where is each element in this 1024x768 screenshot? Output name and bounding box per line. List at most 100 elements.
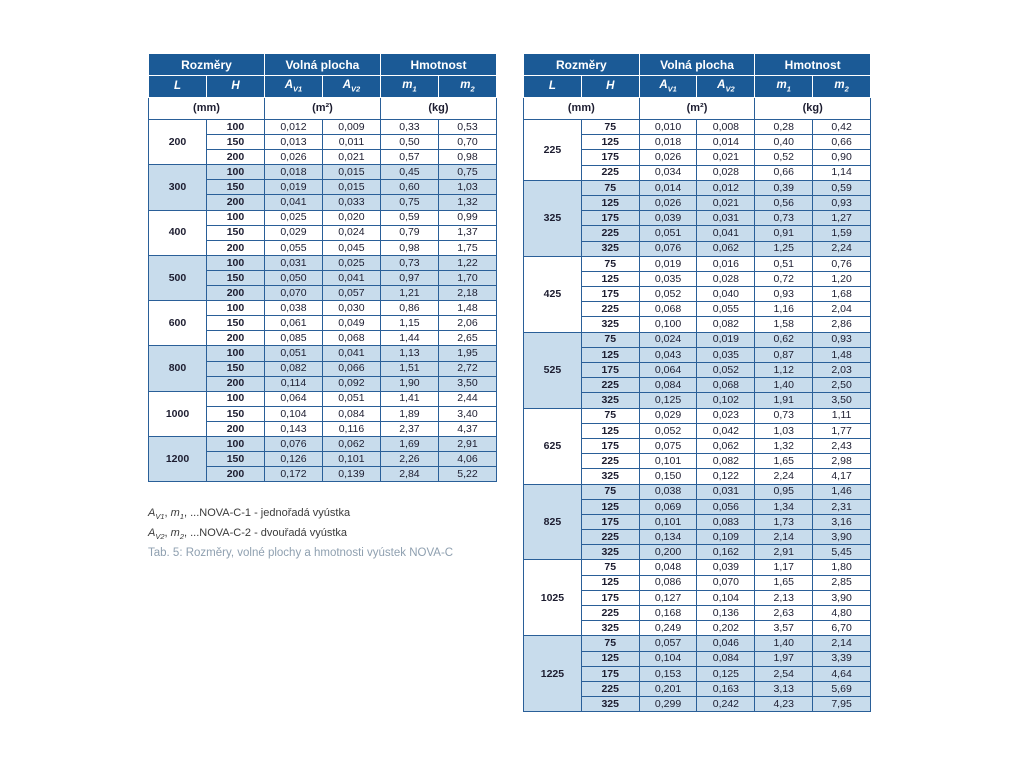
data-value: 0,020 [321, 209, 381, 226]
dimension-h-value: 225 [580, 164, 640, 181]
data-value: 0,051 [263, 345, 323, 362]
data-value: 1,51 [379, 360, 439, 377]
symbol-m2: m [834, 79, 845, 92]
table-row: 125 0,104 0,084 1,97 3,39 [524, 650, 871, 667]
data-value: 2,24 [812, 240, 871, 257]
data-value: 1,97 [754, 650, 814, 667]
symbol-m1: m [402, 79, 413, 92]
table-row: 525 75 0,024 0,019 0,62 0,93 [523, 331, 871, 409]
unit-mm: (mm) [148, 97, 265, 120]
data-value: 0,40 [754, 134, 814, 151]
data-value: 0,029 [638, 407, 698, 424]
data-value: 1,40 [754, 635, 814, 652]
data-value: 2,91 [437, 435, 498, 453]
dimension-h-value: 175 [580, 437, 640, 455]
symbol-av1-sub: V1 [667, 84, 677, 94]
data-value: 0,010 [638, 118, 698, 136]
dimension-h-value: 175 [580, 513, 640, 531]
table-row: 1025 75 0,048 0,039 1,17 1,80 [523, 559, 871, 637]
data-value: 0,024 [638, 331, 698, 348]
data-value: 0,035 [638, 270, 698, 288]
unit-m2: (m²) [263, 97, 381, 120]
data-value: 0,134 [638, 529, 698, 546]
data-value: 0,126 [263, 451, 323, 468]
table-caption: Tab. 5: Rozměry, volné plochy a hmotnost… [148, 547, 454, 559]
symbol-av1: A [284, 79, 294, 92]
symbol-h: H [606, 79, 615, 92]
data-value: 0,66 [754, 164, 814, 181]
dimension-h-value: 325 [580, 392, 640, 409]
table-row: 325 0,299 0,242 4,23 7,95 [524, 696, 871, 713]
data-value: 4,64 [812, 665, 871, 682]
header-col-l: L [523, 75, 582, 98]
data-value: 0,039 [638, 210, 698, 227]
dimension-l-value: 325 [523, 179, 582, 257]
header-col-av1: AV1 [638, 75, 698, 98]
symbol-h: H [231, 79, 240, 92]
data-value: 0,125 [696, 665, 756, 682]
data-value: 0,066 [321, 360, 381, 377]
note-symbol-m-sub: 2 [179, 532, 184, 542]
table-row: 150 0,104 0,084 1,89 3,40 [149, 405, 498, 422]
data-value: 0,048 [638, 559, 698, 576]
dimension-h-value: 200 [205, 466, 265, 483]
data-value: 1,15 [379, 315, 439, 332]
data-value: 2,91 [754, 544, 814, 561]
right-dimension-table: Rozměry Volná plocha Hmotnost L H AV1 AV… [523, 53, 871, 713]
data-value: 2,13 [754, 589, 814, 607]
data-value: 0,052 [638, 422, 698, 439]
left-table-header: Rozměry Volná plocha Hmotnost L H AV1 AV… [148, 53, 498, 120]
dimension-l-value: 600 [148, 300, 207, 347]
dimension-h-value: 150 [205, 451, 265, 468]
data-value: 6,70 [812, 620, 871, 637]
data-value: 1,65 [754, 574, 814, 591]
data-value: 0,168 [638, 604, 698, 622]
dimension-h-value: 150 [205, 179, 265, 196]
data-value: 0,125 [638, 392, 698, 409]
dimension-h-value: 175 [580, 589, 640, 607]
data-value: 1,59 [812, 225, 871, 242]
dimension-h-value: 225 [580, 225, 640, 242]
data-value: 2,37 [379, 420, 439, 437]
data-value: 0,79 [379, 224, 439, 241]
note-symbol-m-sub: 1 [179, 512, 184, 522]
data-value: 0,029 [263, 224, 323, 241]
header-volna-plocha: Volná plocha [263, 53, 381, 76]
data-value: 0,019 [638, 255, 698, 272]
data-value: 0,114 [263, 375, 323, 392]
dimension-h-value: 200 [205, 285, 265, 302]
data-value: 0,50 [379, 134, 439, 151]
data-value: 0,87 [754, 346, 814, 364]
data-value: 0,041 [321, 269, 381, 287]
data-value: 3,50 [437, 375, 498, 392]
data-value: 3,13 [754, 680, 814, 698]
table-row: 200 0,055 0,045 0,98 1,75 [149, 239, 498, 256]
data-value: 1,14 [812, 164, 871, 181]
table-row: 325 75 0,014 0,012 0,39 0,59 [523, 179, 871, 257]
dimension-l-value: 425 [523, 255, 582, 333]
header-rozmery: Rozměry [523, 53, 640, 76]
symbol-av1: A [659, 79, 668, 92]
dimension-h-value: 200 [205, 420, 265, 437]
symbol-l: L [548, 79, 556, 92]
data-value: 3,90 [812, 529, 871, 546]
dimension-h-value: 200 [205, 239, 265, 256]
header-col-l: L [148, 75, 207, 98]
data-value: 0,050 [263, 269, 323, 287]
data-value: 1,48 [437, 300, 498, 317]
data-value: 0,139 [321, 466, 381, 483]
data-value: 0,076 [263, 435, 323, 453]
data-value: 0,035 [696, 346, 756, 364]
header-units-row: (mm) (m²) (kg) [523, 97, 871, 120]
data-value: 0,041 [263, 194, 323, 211]
data-value: 3,57 [754, 620, 814, 637]
data-value: 0,031 [263, 254, 323, 271]
table-row: 225 0,051 0,041 0,91 1,59 [524, 225, 871, 242]
table-row: 125 0,052 0,042 1,03 1,77 [524, 422, 871, 439]
dimension-h-value: 125 [580, 194, 640, 212]
table-row: 200 0,041 0,033 0,75 1,32 [149, 194, 498, 211]
data-value: 0,061 [263, 315, 323, 332]
data-value: 0,055 [696, 301, 756, 318]
data-value: 5,22 [437, 466, 498, 483]
header-col-h: H [580, 75, 640, 98]
